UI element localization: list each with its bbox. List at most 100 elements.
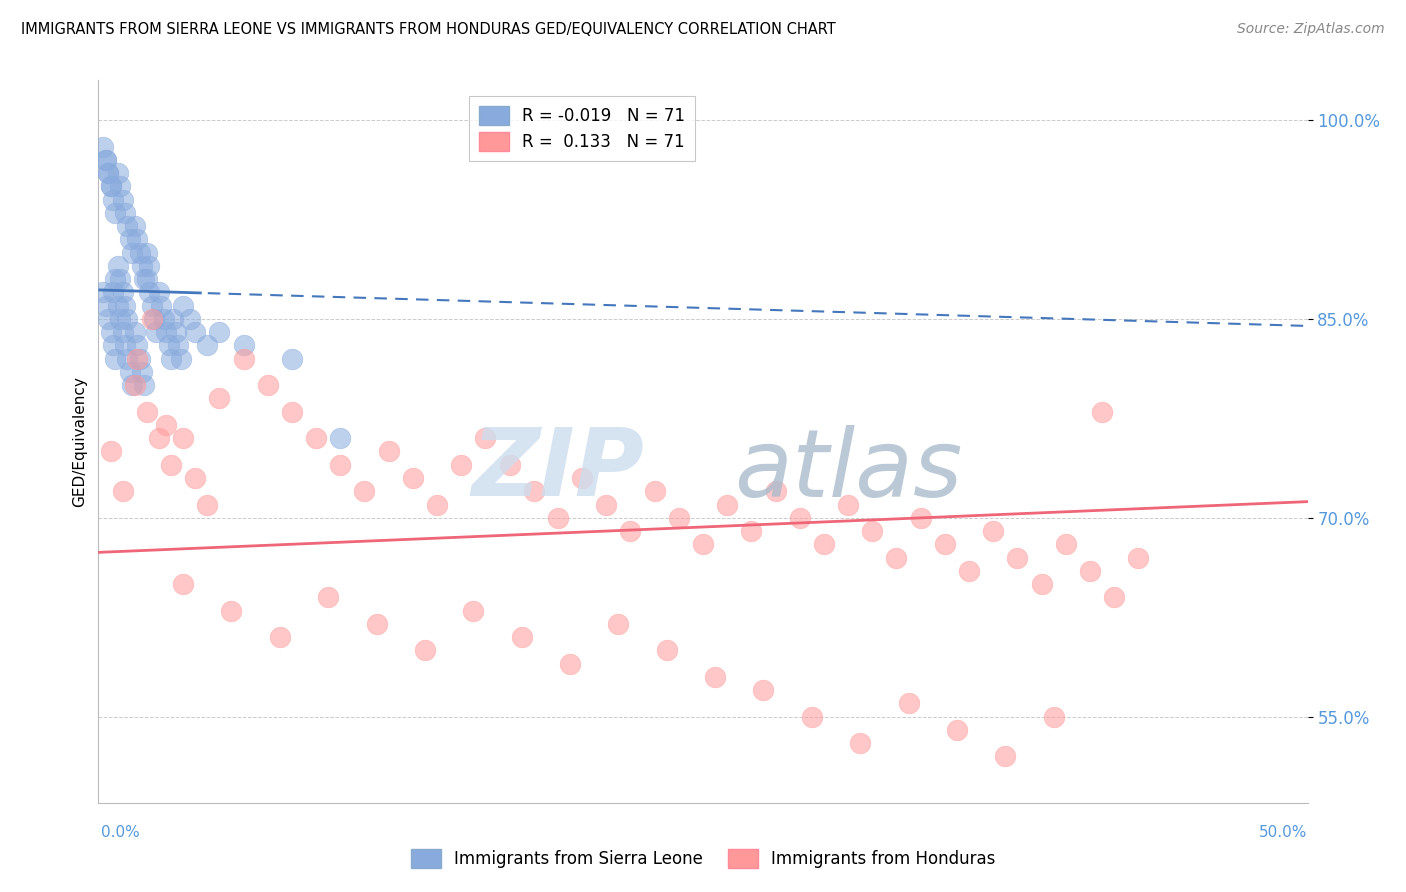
- Point: [232, 338, 254, 352]
- Point: [281, 351, 304, 366]
- Point: [716, 498, 738, 512]
- Point: [269, 630, 291, 644]
- Point: [498, 458, 520, 472]
- Point: [155, 417, 177, 432]
- Point: [134, 272, 156, 286]
- Point: [208, 392, 231, 406]
- Point: [124, 219, 146, 233]
- Point: [692, 537, 714, 551]
- Point: [558, 657, 581, 671]
- Point: [117, 351, 139, 366]
- Point: [595, 498, 617, 512]
- Point: [329, 458, 352, 472]
- Point: [135, 245, 157, 260]
- Point: [127, 338, 149, 352]
- Point: [100, 179, 122, 194]
- Point: [128, 351, 150, 366]
- Text: 0.0%: 0.0%: [101, 825, 141, 840]
- Point: [813, 537, 835, 551]
- Point: [946, 723, 969, 737]
- Point: [121, 378, 143, 392]
- Point: [523, 484, 546, 499]
- Point: [510, 630, 533, 644]
- Point: [789, 510, 811, 524]
- Point: [104, 206, 127, 220]
- Point: [167, 338, 190, 352]
- Point: [1091, 405, 1114, 419]
- Point: [655, 643, 678, 657]
- Text: ZIP: ZIP: [471, 425, 644, 516]
- Point: [353, 484, 375, 499]
- Point: [668, 510, 690, 524]
- Point: [97, 166, 120, 180]
- Point: [100, 444, 122, 458]
- Point: [281, 405, 304, 419]
- Point: [104, 272, 127, 286]
- Point: [547, 510, 569, 524]
- Point: [571, 471, 593, 485]
- Point: [108, 312, 131, 326]
- Point: [1128, 550, 1150, 565]
- Point: [752, 683, 775, 698]
- Point: [118, 232, 141, 246]
- Point: [160, 351, 183, 366]
- Point: [886, 550, 908, 565]
- Point: [114, 299, 136, 313]
- Point: [157, 338, 180, 352]
- Point: [141, 312, 163, 326]
- Point: [619, 524, 641, 538]
- Point: [138, 259, 160, 273]
- Point: [981, 524, 1004, 538]
- Point: [141, 299, 163, 313]
- Point: [138, 285, 160, 300]
- Point: [1054, 537, 1077, 551]
- Point: [849, 736, 872, 750]
- Point: [101, 338, 124, 352]
- Point: [366, 616, 388, 631]
- Point: [100, 325, 122, 339]
- Point: [897, 697, 920, 711]
- Point: [131, 259, 153, 273]
- Point: [117, 312, 139, 326]
- Text: atlas: atlas: [734, 425, 962, 516]
- Point: [208, 325, 231, 339]
- Point: [1031, 577, 1053, 591]
- Point: [377, 444, 399, 458]
- Point: [1078, 564, 1101, 578]
- Point: [957, 564, 980, 578]
- Point: [607, 616, 630, 631]
- Point: [143, 312, 166, 326]
- Point: [160, 458, 183, 472]
- Point: [184, 325, 207, 339]
- Point: [145, 325, 167, 339]
- Point: [150, 299, 173, 313]
- Point: [474, 431, 496, 445]
- Text: Source: ZipAtlas.com: Source: ZipAtlas.com: [1237, 22, 1385, 37]
- Point: [1102, 591, 1125, 605]
- Point: [148, 285, 170, 300]
- Point: [765, 484, 787, 499]
- Point: [100, 179, 122, 194]
- Point: [104, 351, 127, 366]
- Point: [169, 351, 191, 366]
- Point: [450, 458, 472, 472]
- Point: [305, 431, 328, 445]
- Point: [148, 431, 170, 445]
- Point: [108, 179, 131, 194]
- Point: [101, 285, 124, 300]
- Point: [162, 312, 184, 326]
- Point: [94, 153, 117, 167]
- Legend: R = -0.019   N = 71, R =  0.133   N = 71: R = -0.019 N = 71, R = 0.133 N = 71: [470, 95, 695, 161]
- Point: [184, 471, 207, 485]
- Point: [114, 338, 136, 352]
- Point: [172, 577, 194, 591]
- Point: [111, 193, 134, 207]
- Point: [316, 591, 339, 605]
- Point: [413, 643, 436, 657]
- Point: [152, 312, 174, 326]
- Point: [221, 603, 243, 617]
- Text: IMMIGRANTS FROM SIERRA LEONE VS IMMIGRANTS FROM HONDURAS GED/EQUIVALENCY CORRELA: IMMIGRANTS FROM SIERRA LEONE VS IMMIGRAN…: [21, 22, 835, 37]
- Point: [704, 670, 727, 684]
- Point: [172, 431, 194, 445]
- Point: [800, 709, 823, 723]
